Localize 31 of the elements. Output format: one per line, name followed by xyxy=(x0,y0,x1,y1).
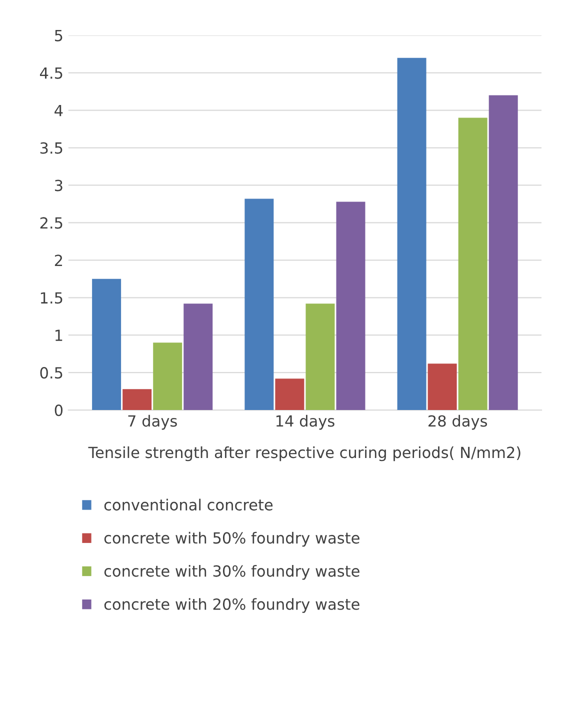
x-tick-label: 7 days xyxy=(128,414,177,430)
bar xyxy=(244,198,274,410)
legend-label: conventional concrete xyxy=(104,498,273,511)
y-tick-label: 4.5 xyxy=(40,67,62,79)
y-tick-label: 4 xyxy=(54,104,63,116)
bar xyxy=(153,342,182,410)
y-tick-label: 2 xyxy=(54,254,62,266)
x-tick-label: 14 days xyxy=(276,414,334,430)
legend-label: concrete with 20% foundry waste xyxy=(104,598,360,613)
y-tick-label: 3 xyxy=(54,180,62,192)
y-tick-label: 1.5 xyxy=(40,292,62,304)
bar xyxy=(122,389,152,410)
y-tick-label: 1 xyxy=(55,330,62,341)
bar xyxy=(92,278,122,410)
bar xyxy=(306,304,335,410)
x-axis-title: Tensile strength after respective curing periods( N/mm2) xyxy=(88,446,520,462)
y-tick-label: 2.5 xyxy=(40,217,62,229)
bar xyxy=(336,202,366,410)
y-tick-label: 5 xyxy=(55,30,62,42)
legend-label: concrete with 30% foundry waste xyxy=(104,564,360,580)
bar xyxy=(275,378,304,410)
bar xyxy=(458,118,488,410)
y-tick-label: 0 xyxy=(54,404,63,416)
bar xyxy=(397,58,426,410)
bar xyxy=(488,95,518,410)
y-tick-label: 0.5 xyxy=(40,367,62,379)
y-tick-label: 3.5 xyxy=(40,142,62,154)
x-tick-label: 28 days xyxy=(428,414,487,430)
bar xyxy=(184,304,213,410)
bar xyxy=(428,364,457,410)
legend-label: concrete with 50% foundry waste xyxy=(104,532,360,547)
